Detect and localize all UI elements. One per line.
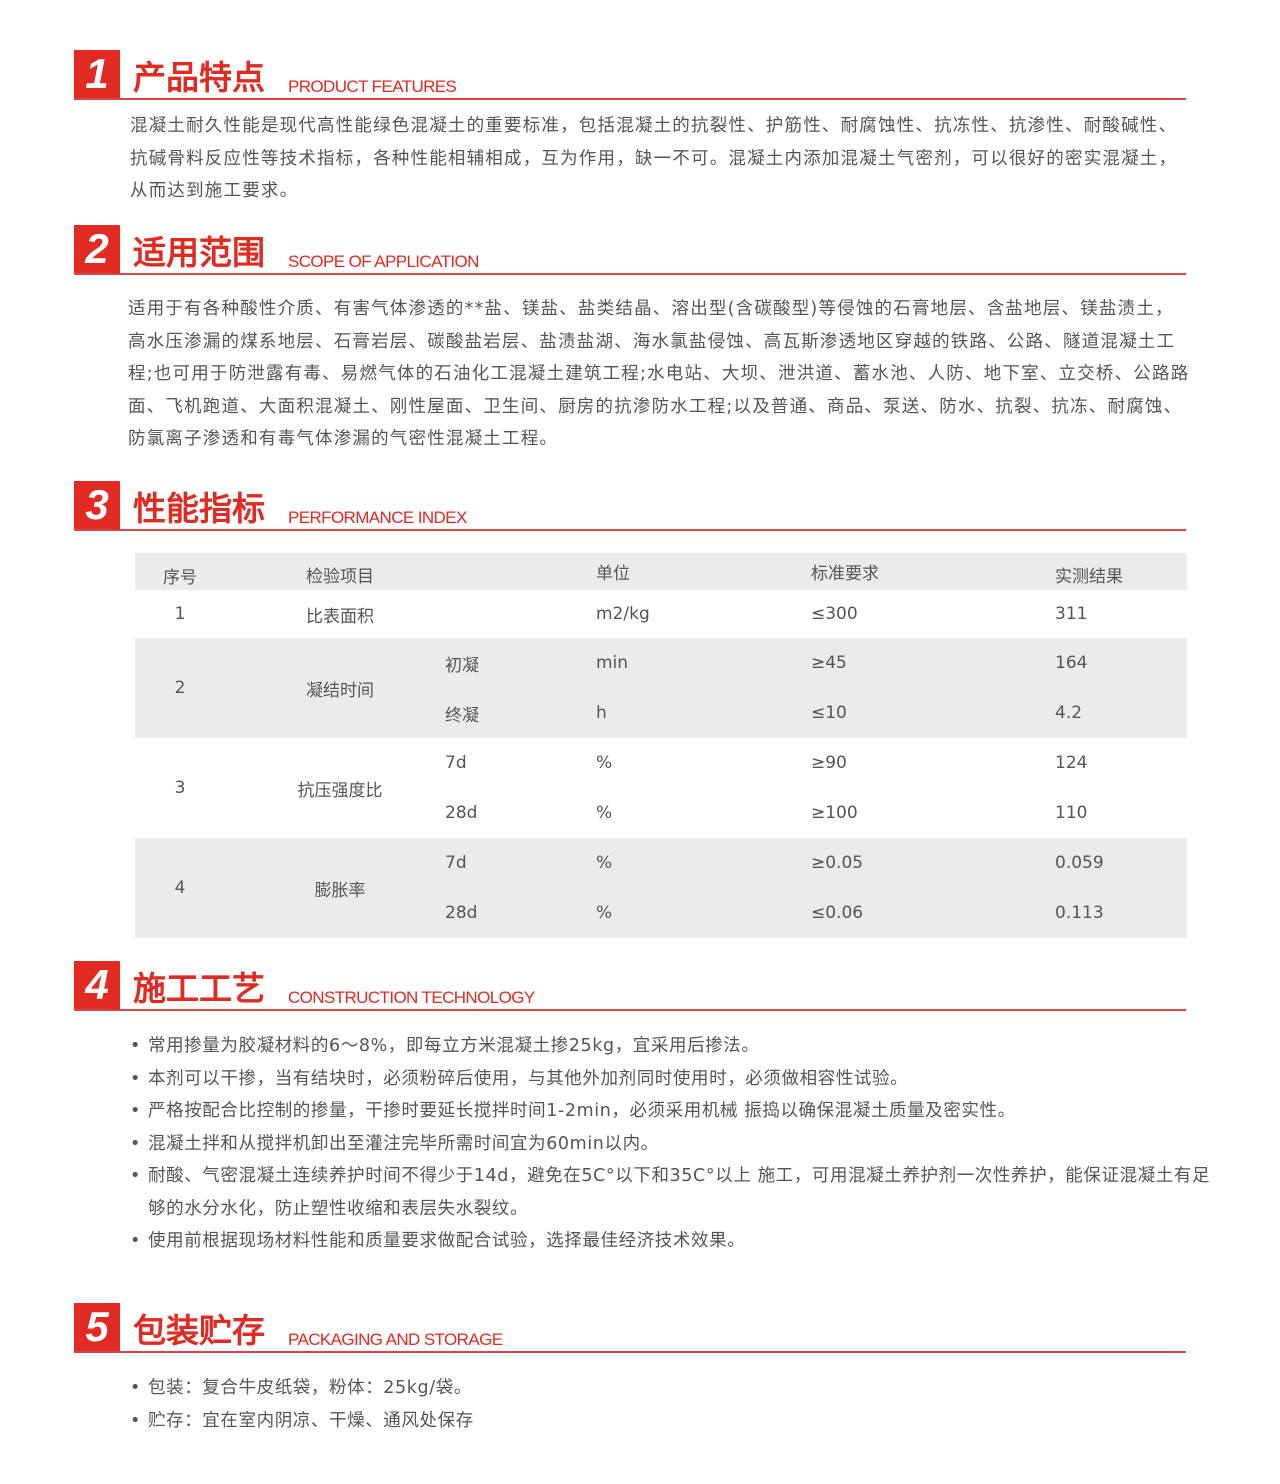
list-item-text: 耐酸、气密混凝土连续养护时间不得少于14d，避免在5C°以下和35C°以上 施工… — [148, 1166, 1211, 1219]
section-title: 产品特点 — [133, 58, 265, 97]
section-number: 4 — [74, 961, 120, 1009]
bullet: • — [130, 1410, 141, 1431]
packaging-list: • 包装：复合牛皮纸袋，粉体：25kg/袋。 • 贮存：宜在室内阴凉、干燥、通风处保… — [130, 1372, 1220, 1437]
cell-unit: min — [596, 653, 629, 673]
performance-table: 序号 检验项目 单位 标准要求 实测结果 1 比表面积 m2/kg ≤300 3… — [135, 553, 1187, 938]
list-item: • 包装：复合牛皮纸袋，粉体：25kg/袋。 — [130, 1372, 1220, 1405]
cell-item: 凝结时间 — [306, 680, 374, 701]
list-item: • 贮存：宜在室内阴凉、干燥、通风处保存 — [130, 1405, 1220, 1438]
cell-standard: ≥45 — [811, 653, 847, 673]
cell-result: 110 — [1055, 803, 1088, 823]
section-number: 3 — [74, 481, 120, 529]
section-header-scope: 2 适用范围 SCOPE OF APPLICATION — [74, 225, 1186, 275]
cell-standard: ≤10 — [811, 703, 847, 723]
list-item: • 混凝土拌和从搅拌机卸出至灌注完毕所需时间宜为60min以内。 — [130, 1128, 1220, 1161]
bullet: • — [130, 1166, 141, 1186]
section-title-en: PACKAGING AND STORAGE — [288, 1330, 503, 1349]
list-item-text: 包装：复合牛皮纸袋，粉体：25kg/袋。 — [148, 1378, 472, 1398]
bullet: • — [130, 1378, 141, 1398]
cell-item: 抗压强度比 — [297, 780, 383, 801]
cell-seq: 3 — [174, 778, 186, 798]
product-features-text: 混凝土耐久性能是现代高性能绿色混凝土的重要标准，包括混凝土的抗裂性、护筋性、耐腐… — [130, 116, 1178, 201]
table-row: 28d % ≥100 110 — [135, 788, 1187, 838]
cell-result: 311 — [1055, 604, 1088, 624]
construction-list: • 常用掺量为胶凝材料的6～8%，即每立方米混凝土掺25kg，宜采用后掺法。 • 本… — [130, 1030, 1220, 1258]
table-row: 4 膨胀率 7d % ≥0.05 0.059 — [135, 838, 1187, 901]
list-item-text: 使用前根据现场材料性能和质量要求做配合试验，选择最佳经济技术效果。 — [148, 1231, 746, 1251]
section-number: 1 — [74, 50, 120, 98]
cell-result: 4.2 — [1055, 703, 1083, 723]
cell-seq: 1 — [174, 604, 186, 624]
list-item-text: 混凝土拌和从搅拌机卸出至灌注完毕所需时间宜为60min以内。 — [148, 1133, 659, 1154]
section-header-packaging: 5 包装贮存 PACKAGING AND STORAGE — [74, 1303, 1186, 1353]
cell-unit: % — [596, 753, 613, 773]
table-row: 2 凝结时间 初凝 min ≥45 164 — [135, 638, 1187, 701]
section-title: 适用范围 — [133, 233, 265, 272]
cell-standard: ≤300 — [811, 604, 858, 624]
cell-unit: m2/kg — [596, 604, 650, 624]
cell-item: 比表面积 — [306, 606, 374, 627]
bullet: • — [130, 1068, 141, 1089]
section-title: 性能指标 — [133, 489, 265, 528]
scope-text: 适用于有各种酸性介质、有害气体渗透的**盐、镁盐、盐类结晶、溶出型(含碳酸型)等… — [128, 299, 1190, 449]
section-title-en: PERFORMANCE INDEX — [288, 508, 467, 527]
cell-standard: ≤0.06 — [811, 903, 864, 923]
header-result: 实测结果 — [1055, 567, 1123, 587]
cell-item: 膨胀率 — [314, 880, 366, 901]
cell-sub: 终凝 — [445, 705, 479, 726]
cell-result: 0.059 — [1055, 853, 1104, 873]
header-item: 检验项目 — [306, 567, 374, 587]
cell-result: 124 — [1055, 753, 1088, 773]
cell-standard: ≥90 — [811, 753, 847, 773]
cell-standard: ≥100 — [811, 803, 858, 823]
cell-unit: % — [596, 853, 613, 873]
cell-seq: 2 — [174, 678, 186, 698]
section-number: 5 — [74, 1303, 120, 1351]
header-unit: 单位 — [596, 564, 630, 584]
cell-sub: 28d — [445, 803, 478, 823]
header-seq: 序号 — [163, 568, 197, 588]
section-title-en: PRODUCT FEATURES — [288, 77, 457, 96]
bullet: • — [130, 1231, 141, 1251]
cell-result: 0.113 — [1055, 903, 1104, 923]
section-header-performance: 3 性能指标 PERFORMANCE INDEX — [74, 481, 1186, 531]
section-header-construction: 4 施工工艺 CONSTRUCTION TECHNOLOGY — [74, 961, 1186, 1011]
list-item-text: 常用掺量为胶凝材料的6～8%，即每立方米混凝土掺25kg，宜采用后掺法。 — [148, 1036, 760, 1056]
section-title-en: CONSTRUCTION TECHNOLOGY — [288, 988, 535, 1007]
cell-sub: 初凝 — [445, 655, 479, 676]
list-item: • 本剂可以干掺，当有结块时，必须粉碎后使用，与其他外加剂同时使用时，必须做相容性… — [130, 1063, 1220, 1096]
cell-sub — [435, 590, 590, 638]
section-number: 2 — [74, 225, 120, 273]
bullet: • — [130, 1101, 141, 1121]
table-header-row: 序号 检验项目 单位 标准要求 实测结果 — [135, 553, 1187, 590]
cell-seq: 4 — [174, 878, 186, 898]
table-row: 1 比表面积 m2/kg ≤300 311 — [135, 590, 1187, 638]
cell-sub: 7d — [445, 853, 467, 873]
section-header-product-features: 1 产品特点 PRODUCT FEATURES — [74, 50, 1186, 100]
cell-standard: ≥0.05 — [811, 853, 864, 873]
list-item: • 使用前根据现场材料性能和质量要求做配合试验，选择最佳经济技术效果。 — [130, 1225, 1220, 1258]
header-standard: 标准要求 — [811, 564, 879, 584]
list-item: • 常用掺量为胶凝材料的6～8%，即每立方米混凝土掺25kg，宜采用后掺法。 — [130, 1030, 1220, 1063]
cell-unit: % — [596, 903, 613, 923]
cell-sub: 28d — [445, 903, 478, 923]
section-title-en: SCOPE OF APPLICATION — [288, 252, 479, 271]
list-item: • 严格按配合比控制的掺量，干掺时要延长搅拌时间1-2min，必须采用机械 振捣以… — [130, 1095, 1220, 1128]
list-item-text: 贮存：宜在室内阴凉、干燥、通风处保存 — [148, 1410, 474, 1431]
cell-sub: 7d — [445, 753, 467, 773]
section-title: 包装贮存 — [133, 1311, 265, 1350]
list-item: • 耐酸、气密混凝土连续养护时间不得少于14d，避免在5C°以下和35C°以上 施… — [130, 1160, 1220, 1225]
table-row: 3 抗压强度比 7d % ≥90 124 — [135, 738, 1187, 801]
bullet: • — [130, 1036, 141, 1056]
bullet: • — [130, 1133, 141, 1154]
list-item-text: 本剂可以干掺，当有结块时，必须粉碎后使用，与其他外加剂同时使用时，必须做相容性试… — [148, 1068, 909, 1089]
cell-unit: % — [596, 803, 613, 823]
cell-unit: h — [596, 703, 607, 723]
section-title: 施工工艺 — [133, 969, 265, 1008]
cell-result: 164 — [1055, 653, 1088, 673]
list-item-text: 严格按配合比控制的掺量，干掺时要延长搅拌时间1-2min，必须采用机械 振捣以确… — [148, 1101, 1016, 1121]
